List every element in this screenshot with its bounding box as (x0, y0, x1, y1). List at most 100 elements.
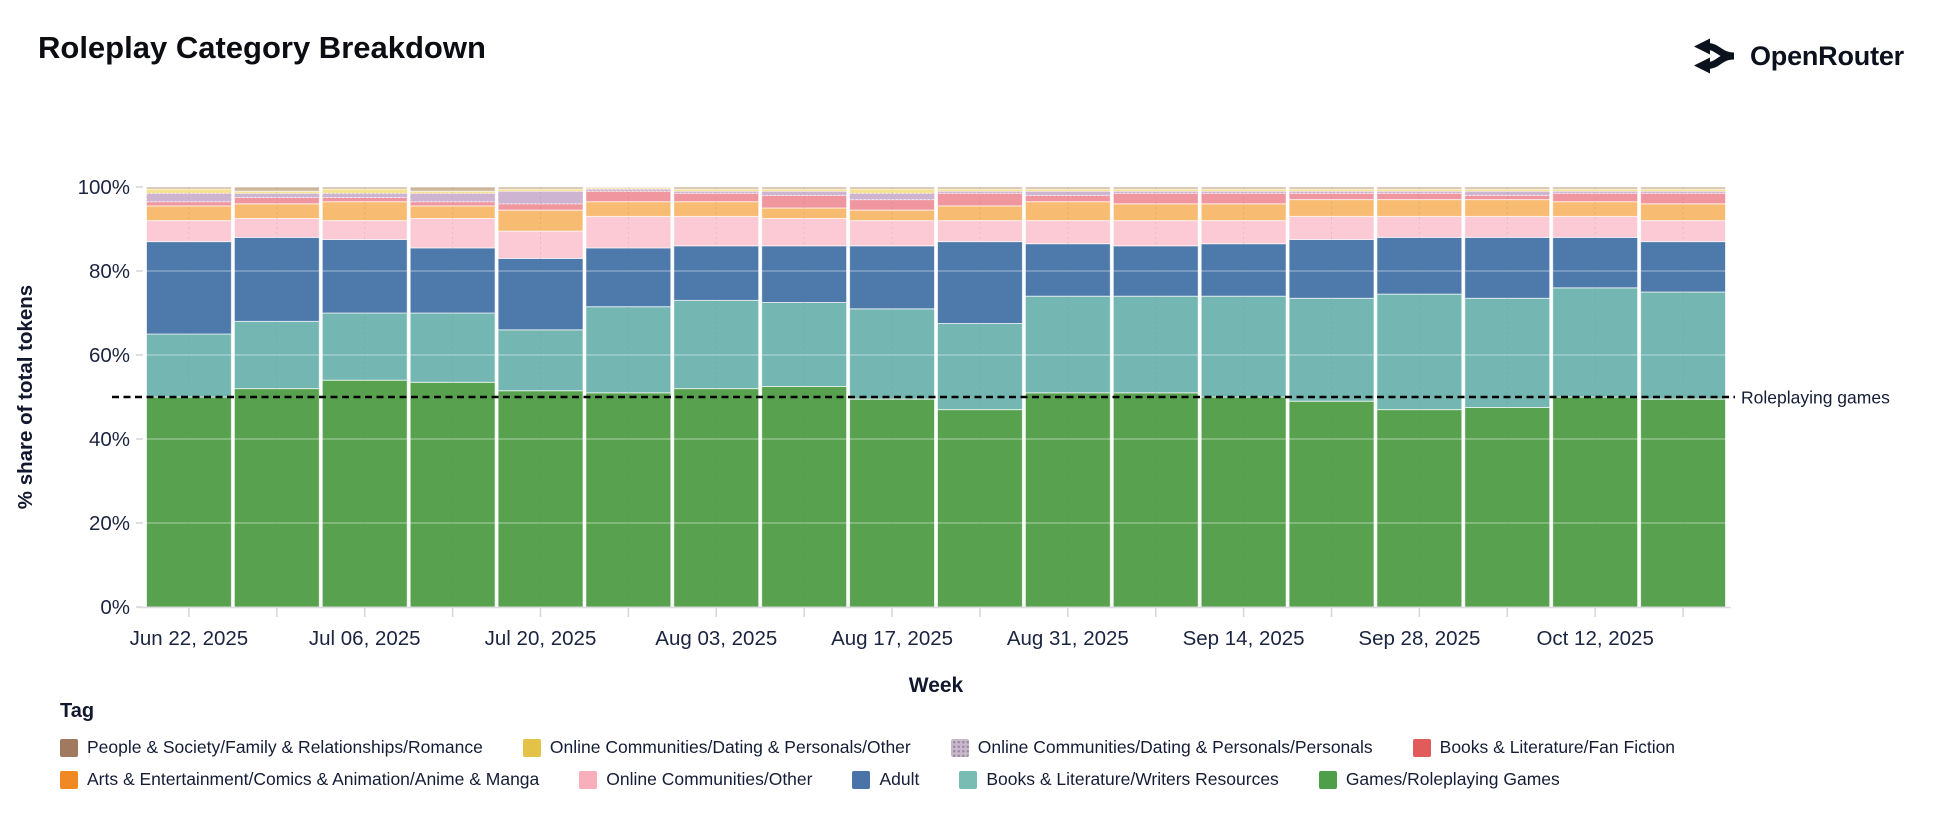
bar-segment[interactable] (1464, 215, 1551, 238)
bar-segment[interactable] (1640, 291, 1726, 400)
bar-segment[interactable] (937, 192, 1023, 207)
bar-segment[interactable] (1024, 188, 1111, 192)
bar-segment[interactable] (1640, 190, 1726, 194)
bar-segment[interactable] (321, 312, 408, 381)
bar-segment[interactable] (1552, 188, 1639, 192)
bar-segment[interactable] (1024, 243, 1111, 297)
bar-segment[interactable] (146, 186, 232, 190)
bar-segment[interactable] (321, 239, 408, 314)
bar-segment[interactable] (321, 186, 408, 190)
bar-segment[interactable] (673, 186, 760, 190)
bar-segment[interactable] (585, 186, 672, 189)
bar-segment[interactable] (761, 302, 848, 387)
bar-segment[interactable] (1112, 392, 1199, 608)
bar-segment[interactable] (1112, 245, 1199, 297)
bar-segment[interactable] (585, 247, 672, 308)
bar-segment[interactable] (1552, 190, 1639, 194)
bar-segment[interactable] (1288, 400, 1375, 608)
bar-segment[interactable] (1464, 188, 1551, 192)
bar-segment[interactable] (233, 186, 320, 192)
bar-segment[interactable] (585, 306, 672, 394)
bar-segment[interactable] (1200, 295, 1287, 398)
bar-segment[interactable] (1200, 396, 1287, 608)
bar-segment[interactable] (1464, 236, 1551, 299)
bar-segment[interactable] (497, 188, 584, 192)
bar-segment[interactable] (673, 299, 760, 390)
bar-segment[interactable] (233, 190, 320, 194)
bar-segment[interactable] (1376, 188, 1463, 192)
bar-segment[interactable] (849, 209, 935, 222)
bar-segment[interactable] (1024, 190, 1111, 196)
bar-segment[interactable] (849, 220, 935, 247)
bar-segment[interactable] (1640, 241, 1726, 293)
bar-segment[interactable] (673, 215, 760, 247)
bar-segment[interactable] (849, 308, 935, 400)
bar-segment[interactable] (497, 230, 584, 259)
bar-segment[interactable] (849, 186, 935, 190)
bar-segment[interactable] (1200, 190, 1287, 194)
bar-segment[interactable] (849, 245, 935, 310)
bar-segment[interactable] (1552, 287, 1639, 398)
bar-segment[interactable] (1288, 190, 1375, 194)
bar-segment[interactable] (1112, 295, 1199, 394)
bar-segment[interactable] (1112, 188, 1199, 192)
bar-segment[interactable] (1112, 190, 1199, 194)
bar-segment[interactable] (585, 215, 672, 249)
bar-segment[interactable] (585, 392, 672, 608)
bar-segment[interactable] (1288, 297, 1375, 402)
bar-segment[interactable] (1464, 297, 1551, 408)
bar-segment[interactable] (1376, 186, 1463, 190)
bar-segment[interactable] (937, 186, 1023, 190)
bar-segment[interactable] (321, 379, 408, 608)
bar-segment[interactable] (761, 186, 848, 190)
bar-segment[interactable] (673, 188, 760, 192)
bar-segment[interactable] (1464, 407, 1551, 608)
bar-segment[interactable] (1200, 186, 1287, 190)
bar-segment[interactable] (1024, 186, 1111, 190)
bar-segment[interactable] (409, 192, 496, 203)
bar-segment[interactable] (761, 386, 848, 608)
bar-segment[interactable] (409, 190, 496, 194)
bar-segment[interactable] (497, 190, 584, 205)
bar-segment[interactable] (673, 245, 760, 301)
bar-segment[interactable] (321, 188, 408, 194)
bar-segment[interactable] (233, 203, 320, 219)
bar-segment[interactable] (1552, 215, 1639, 238)
bar-segment[interactable] (1376, 190, 1463, 194)
bar-segment[interactable] (1640, 188, 1726, 192)
bar-segment[interactable] (937, 409, 1023, 608)
bar-segment[interactable] (1640, 398, 1726, 608)
bar-segment[interactable] (937, 188, 1023, 192)
bar-segment[interactable] (761, 218, 848, 247)
bar-segment[interactable] (1200, 243, 1287, 297)
bar-segment[interactable] (497, 257, 584, 331)
bar-segment[interactable] (497, 390, 584, 608)
bar-segment[interactable] (409, 218, 496, 249)
bar-segment[interactable] (321, 192, 408, 198)
bar-segment[interactable] (233, 388, 320, 608)
bar-segment[interactable] (146, 201, 232, 207)
bar-segment[interactable] (1552, 236, 1639, 289)
bar-segment[interactable] (233, 192, 320, 198)
bar-segment[interactable] (1552, 396, 1639, 608)
bar-segment[interactable] (1112, 186, 1199, 190)
bar-segment[interactable] (497, 329, 584, 392)
bar-segment[interactable] (1288, 188, 1375, 192)
bar-segment[interactable] (146, 396, 232, 608)
bar-segment[interactable] (1200, 188, 1287, 192)
bar-segment[interactable] (1552, 186, 1639, 190)
bar-segment[interactable] (146, 333, 232, 398)
bar-segment[interactable] (409, 186, 496, 192)
bar-segment[interactable] (849, 188, 935, 194)
bar-segment[interactable] (585, 187, 672, 190)
bar-segment[interactable] (146, 192, 232, 203)
bar-segment[interactable] (1376, 236, 1463, 295)
bar-segment[interactable] (1464, 190, 1551, 196)
bar-segment[interactable] (1464, 186, 1551, 190)
bar-segment[interactable] (1288, 186, 1375, 190)
bar-segment[interactable] (1376, 215, 1463, 238)
bar-segment[interactable] (1288, 239, 1375, 299)
bar-segment[interactable] (233, 236, 320, 322)
bar-segment[interactable] (233, 320, 320, 390)
bar-segment[interactable] (1024, 295, 1111, 394)
